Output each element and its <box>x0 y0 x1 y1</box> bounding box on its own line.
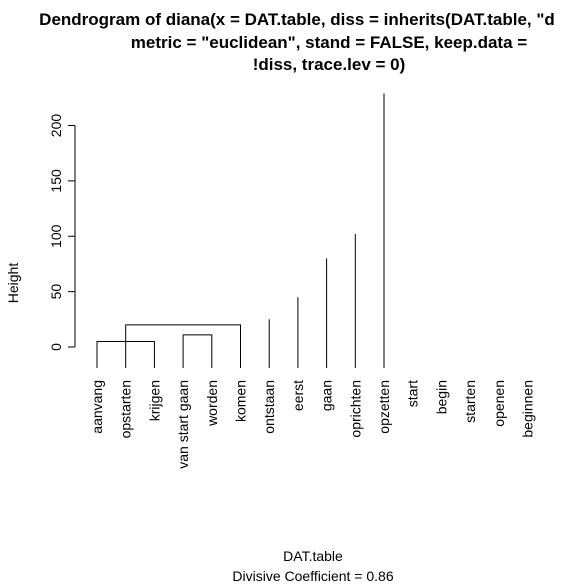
leaf-label: eerst <box>290 380 306 411</box>
y-tick-label: 50 <box>48 284 64 300</box>
chart-title-line-2: metric = "euclidean", stand = FALSE, kee… <box>131 33 527 52</box>
leaf-label: begin <box>433 380 449 414</box>
leaf-label: van start gaan <box>175 380 191 469</box>
leaf-label: beginnen <box>520 380 536 438</box>
leaf-label: starten <box>462 380 478 423</box>
chart-title-line-3: !diss, trace.lev = 0) <box>253 55 406 74</box>
leaf-label: komen <box>233 380 249 422</box>
y-axis-label: Height <box>5 263 21 304</box>
y-axis: 0 50 100 150 200 <box>48 114 76 351</box>
leaf-label: krijgen <box>146 380 162 421</box>
leaf-label: opstarten <box>118 380 134 438</box>
y-tick-label: 100 <box>48 224 64 248</box>
leaf-label: worden <box>204 380 220 427</box>
leaf-label: gaan <box>319 380 335 411</box>
y-tick-label: 0 <box>48 343 64 351</box>
dendrogram-branch <box>125 324 241 368</box>
y-tick-label: 150 <box>48 169 64 193</box>
chart-title-line-1: Dendrogram of diana(x = DAT.table, diss … <box>39 10 555 29</box>
leaf-labels: aanvang opstarten krijgen van start gaan wor… <box>89 380 536 469</box>
leaf-label: start <box>405 380 421 407</box>
x-axis-label: DAT.table <box>283 548 343 564</box>
dendrogram-tree <box>97 93 385 368</box>
leaf-label: oprichten <box>347 380 363 438</box>
leaf-label: openen <box>491 380 507 427</box>
leaf-label: aanvang <box>89 380 105 434</box>
leaf-label: ontstaan <box>261 380 277 434</box>
divisive-coefficient: Divisive Coefficient = 0.86 <box>232 568 393 584</box>
y-tick-label: 200 <box>48 114 64 138</box>
dendrogram-branch <box>182 334 213 368</box>
leaf-label: opzetten <box>376 380 392 434</box>
